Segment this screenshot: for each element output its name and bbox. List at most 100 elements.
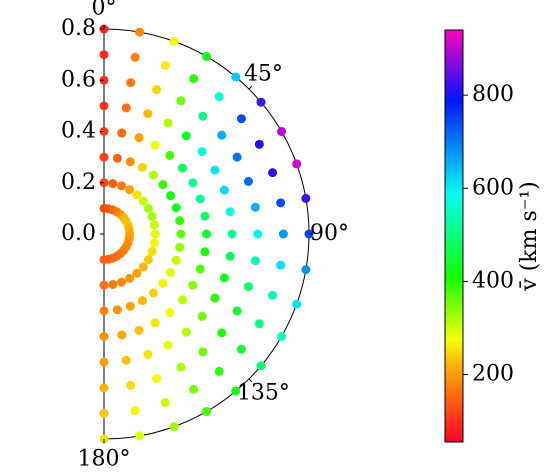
data-point <box>202 51 211 61</box>
data-point <box>202 229 211 239</box>
data-point <box>200 247 210 257</box>
data-point <box>178 295 188 305</box>
data-point <box>112 305 122 315</box>
data-point <box>250 256 260 266</box>
data-point <box>301 265 311 275</box>
data-point <box>176 229 186 239</box>
data-point <box>277 127 287 136</box>
colorbar <box>444 29 464 443</box>
data-point <box>256 361 266 371</box>
data-point <box>130 406 140 416</box>
data-point <box>143 255 153 265</box>
data-point <box>149 220 159 230</box>
theta-tick-label: 90° <box>310 221 349 246</box>
data-point <box>135 27 145 37</box>
data-point <box>163 340 173 350</box>
data-point <box>137 296 147 306</box>
r-tick-label: 0.0 <box>61 221 96 246</box>
data-point <box>188 178 198 188</box>
data-point <box>150 229 160 239</box>
data-point <box>150 318 160 328</box>
colorbar-tick-label: 200 <box>472 361 514 386</box>
data-point <box>158 278 168 288</box>
data-point <box>178 163 188 173</box>
theta-tick <box>248 378 253 383</box>
data-point <box>243 282 253 292</box>
data-point <box>253 229 263 239</box>
data-point <box>99 408 109 418</box>
data-point <box>148 288 158 298</box>
data-point <box>169 36 179 46</box>
data-point <box>125 157 135 167</box>
data-point <box>171 203 181 213</box>
data-point <box>125 301 135 311</box>
data-point <box>176 362 186 372</box>
data-point <box>148 170 158 180</box>
data-point <box>166 191 176 201</box>
data-point <box>231 72 241 82</box>
data-point <box>163 118 173 128</box>
data-point <box>254 319 264 329</box>
data-point <box>278 229 288 239</box>
data-point <box>138 196 148 206</box>
theta-tick-label: 0° <box>92 0 117 21</box>
data-point <box>117 181 127 191</box>
data-point <box>175 242 185 252</box>
data-point <box>250 202 260 212</box>
data-point <box>138 262 148 272</box>
data-point <box>117 277 127 287</box>
theta-tick-label: 180° <box>78 447 131 472</box>
data-point <box>152 85 162 95</box>
theta-tick <box>248 85 253 90</box>
data-point <box>232 152 242 162</box>
data-point <box>292 159 302 169</box>
data-point <box>188 280 198 290</box>
data-point <box>210 293 220 303</box>
data-point <box>219 185 229 195</box>
data-point <box>225 207 235 217</box>
data-point <box>195 194 205 204</box>
r-tick-label: 0.4 <box>61 119 96 144</box>
data-point <box>256 97 266 107</box>
data-point <box>268 168 278 178</box>
data-point <box>126 380 136 390</box>
data-point <box>160 60 170 70</box>
data-point <box>214 366 224 376</box>
data-point <box>130 52 140 62</box>
data-point <box>99 280 109 290</box>
data-point <box>117 128 127 138</box>
data-point <box>132 268 142 278</box>
data-point <box>276 260 286 270</box>
data-point <box>99 101 109 111</box>
data-point <box>276 198 286 208</box>
data-point <box>232 306 242 316</box>
data-point <box>171 255 181 265</box>
data-point <box>243 176 253 186</box>
data-point <box>147 211 157 221</box>
data-point <box>108 279 118 289</box>
data-point <box>175 216 185 226</box>
data-point <box>166 267 176 277</box>
data-point <box>197 311 207 321</box>
data-point <box>181 131 191 141</box>
data-point <box>225 251 235 261</box>
data-point <box>181 327 191 337</box>
data-point <box>189 74 199 84</box>
data-point <box>147 247 157 257</box>
data-point <box>160 398 170 408</box>
data-point <box>117 330 127 340</box>
data-point <box>158 180 168 190</box>
data-point <box>99 332 109 341</box>
data-point <box>210 165 220 175</box>
data-point <box>125 273 135 283</box>
data-point <box>292 299 302 309</box>
data-point <box>198 111 208 121</box>
theta-tick-label: 45° <box>244 62 283 87</box>
data-point <box>143 109 153 119</box>
data-point <box>108 179 118 189</box>
colorbar-label: v̄ (km s⁻¹) <box>517 181 542 292</box>
data-point <box>121 355 131 365</box>
data-point <box>200 211 210 221</box>
data-point <box>236 114 246 124</box>
r-tick-label: 0.6 <box>61 67 96 92</box>
